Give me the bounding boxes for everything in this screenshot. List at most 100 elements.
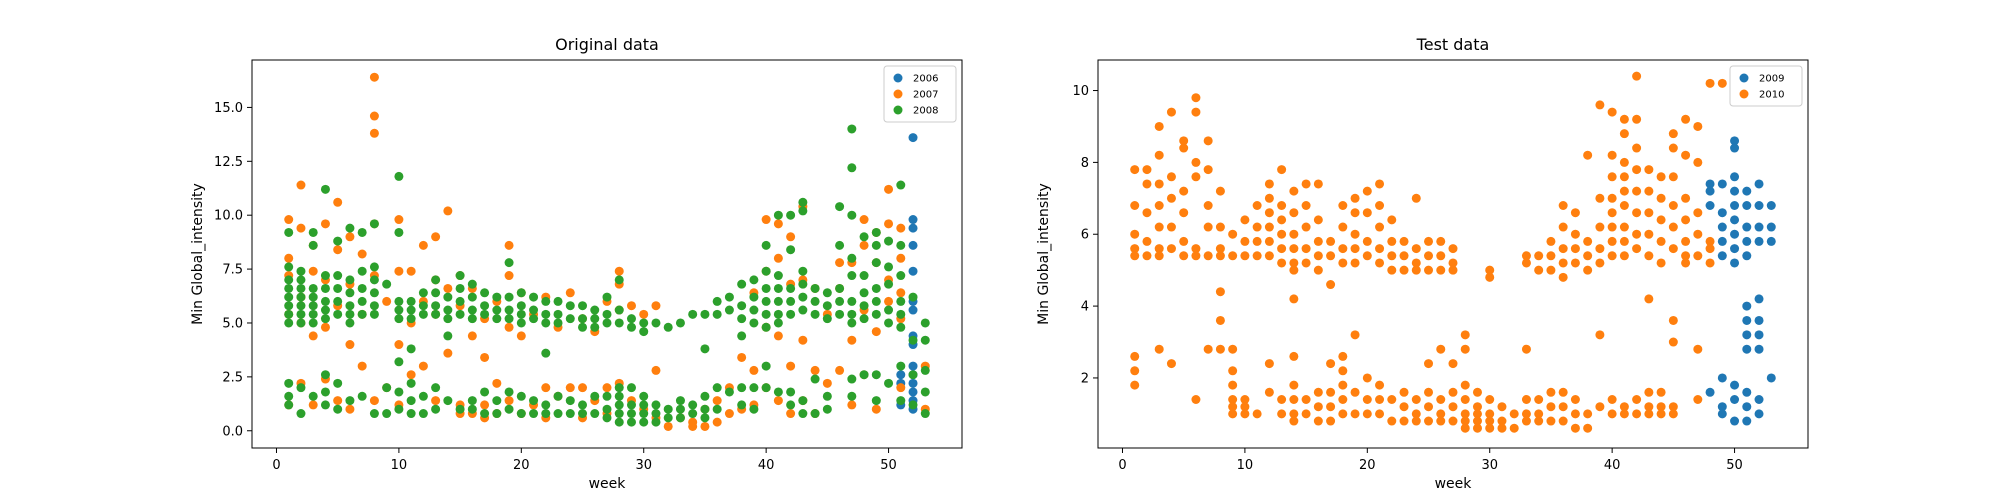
point-2008 (761, 309, 771, 319)
point-2008 (504, 305, 514, 315)
point-2007 (663, 421, 673, 431)
point-2008 (908, 292, 918, 302)
point-2008 (773, 387, 783, 397)
point-2010 (1521, 344, 1531, 354)
point-2009 (1754, 330, 1764, 340)
point-2008 (810, 296, 820, 306)
point-2008 (418, 391, 428, 401)
point-2010 (1203, 222, 1213, 232)
point-2008 (455, 309, 465, 319)
point-2007 (884, 184, 894, 194)
point-2008 (578, 314, 588, 324)
point-2007 (749, 365, 759, 375)
point-2008 (480, 409, 490, 419)
point-2008 (320, 184, 330, 194)
point-2007 (651, 365, 661, 375)
point-2010 (1595, 258, 1605, 268)
point-2010 (1252, 236, 1262, 246)
point-2010 (1277, 395, 1287, 404)
y-tick-label: 4 (1081, 300, 1089, 315)
point-2008 (847, 318, 857, 328)
point-2008 (700, 309, 710, 319)
point-2010 (1546, 402, 1556, 412)
y-tick-label: 15.0 (214, 101, 243, 116)
point-2007 (516, 331, 526, 341)
point-2008 (737, 279, 747, 289)
point-2010 (1619, 251, 1629, 261)
point-2010 (1424, 251, 1434, 261)
point-2008 (749, 383, 759, 393)
point-2010 (1326, 251, 1336, 261)
point-2008 (455, 283, 465, 293)
point-2010 (1252, 409, 1262, 419)
point-2010 (1558, 222, 1568, 232)
point-2010 (1166, 222, 1176, 232)
point-2010 (1375, 201, 1385, 210)
point-2010 (1521, 258, 1531, 268)
point-2008 (296, 292, 306, 302)
x-tick-label: 10 (1237, 458, 1254, 473)
point-2009 (1754, 179, 1764, 189)
point-2010 (1632, 229, 1642, 239)
point-2010 (1313, 236, 1323, 246)
chart-test-data: 0 10 20 30 40 50 2 4 6 8 10 Test data week Min Global… (1036, 35, 1809, 492)
point-2008 (712, 309, 722, 319)
point-2008 (884, 318, 894, 328)
point-2010 (1681, 193, 1691, 203)
y-axis-label: Min Global_intensity (190, 183, 206, 325)
point-2008 (320, 370, 330, 380)
point-2010 (1558, 402, 1568, 412)
point-2008 (651, 318, 661, 328)
point-2009 (1754, 409, 1764, 419)
point-2010 (1656, 172, 1666, 182)
point-2008 (822, 314, 832, 324)
point-2010 (1154, 244, 1164, 254)
point-2010 (1460, 409, 1470, 419)
point-2008 (480, 387, 490, 397)
point-2010 (1289, 229, 1299, 239)
point-2008 (320, 305, 330, 315)
point-2009 (1717, 409, 1727, 419)
point-2010 (1411, 244, 1421, 254)
point-2008 (553, 296, 563, 306)
point-2007 (896, 383, 906, 393)
point-2008 (467, 404, 477, 414)
point-2008 (284, 301, 294, 311)
point-2007 (443, 206, 453, 216)
point-2008 (516, 309, 526, 319)
point-2008 (761, 240, 771, 250)
point-2008 (626, 383, 636, 393)
point-2010 (1436, 344, 1446, 354)
points-group (1130, 71, 1776, 433)
point-2009 (1766, 236, 1776, 246)
point-2010 (1228, 251, 1238, 261)
point-2008 (369, 288, 379, 298)
point-2007 (333, 197, 343, 207)
point-2008 (835, 309, 845, 319)
point-2008 (822, 288, 832, 298)
point-2010 (1558, 244, 1568, 254)
point-2007 (504, 271, 514, 281)
point-2010 (1570, 229, 1580, 239)
x-tick-label: 20 (513, 458, 530, 473)
point-2007 (369, 128, 379, 138)
point-2010 (1130, 351, 1140, 361)
y-axis-label: Min Global_intensity (1036, 183, 1052, 325)
point-2008 (406, 378, 416, 388)
point-2008 (847, 163, 857, 173)
point-2010 (1717, 78, 1727, 88)
point-2008 (382, 383, 392, 393)
point-2010 (1301, 409, 1311, 419)
point-2008 (467, 279, 477, 289)
point-2010 (1681, 258, 1691, 268)
point-2010 (1595, 244, 1605, 254)
point-2008 (529, 409, 539, 419)
point-2006 (908, 387, 918, 397)
point-2008 (786, 387, 796, 397)
point-2009 (1754, 236, 1764, 246)
point-2010 (1546, 416, 1556, 426)
point-2008 (639, 417, 649, 427)
point-2010 (1301, 201, 1311, 210)
point-2008 (516, 288, 526, 298)
point-2010 (1142, 236, 1152, 246)
